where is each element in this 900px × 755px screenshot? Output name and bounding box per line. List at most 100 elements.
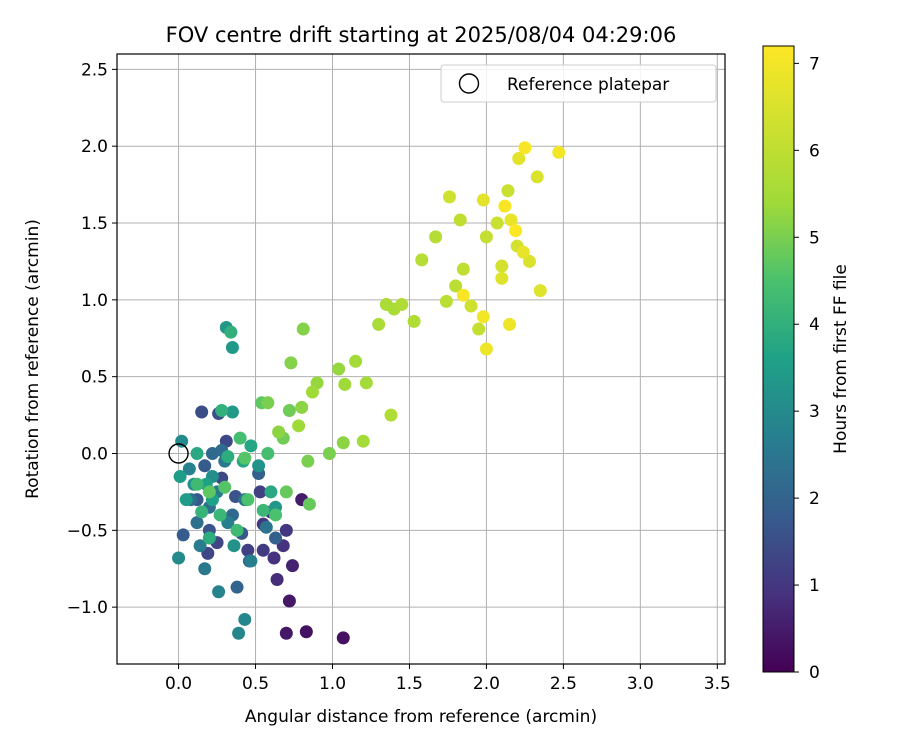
data-point: [384, 408, 398, 422]
data-point: [284, 356, 298, 370]
data-point: [518, 141, 532, 155]
x-tick-label: 3.5: [704, 674, 731, 694]
y-axis-label: Rotation from reference (arcmin): [23, 219, 43, 499]
y-tick-label: 2.5: [81, 60, 108, 80]
data-point: [172, 551, 186, 565]
data-point: [552, 145, 566, 159]
colorbar-tick-label: 2: [809, 489, 820, 509]
data-point: [349, 354, 363, 368]
data-point: [456, 288, 470, 302]
colorbar-ticks: 0 1 2 3 4 5 6 7: [794, 54, 820, 683]
data-point: [533, 284, 547, 298]
data-point: [336, 436, 350, 450]
data-points: [168, 141, 566, 645]
data-point: [213, 508, 227, 522]
x-axis-label: Angular distance from reference (arcmin): [245, 707, 597, 727]
data-point: [456, 262, 470, 276]
data-point: [299, 625, 313, 639]
x-tick-label: 2.5: [550, 674, 577, 694]
colorbar-tick-label: 7: [809, 54, 820, 74]
data-point: [241, 543, 255, 557]
data-point: [372, 317, 386, 331]
data-point: [256, 543, 270, 557]
data-point: [241, 493, 255, 507]
x-tick-label: 3.0: [627, 674, 654, 694]
y-tick-label: 1.5: [81, 214, 108, 234]
data-point: [429, 230, 443, 244]
data-point: [449, 279, 463, 293]
data-point: [173, 470, 187, 484]
data-point: [495, 271, 509, 285]
data-point: [176, 528, 190, 542]
data-point: [301, 454, 315, 468]
data-point: [338, 377, 352, 391]
data-point: [256, 503, 270, 517]
data-point: [193, 539, 207, 553]
data-point: [198, 562, 212, 576]
data-point: [479, 342, 493, 356]
x-tick-label: 1.0: [319, 674, 346, 694]
data-point: [227, 539, 241, 553]
data-point: [212, 585, 226, 599]
x-tick-label: 2.0: [473, 674, 500, 694]
reference-platepar-marker: [168, 443, 189, 464]
x-tick-label: 1.5: [396, 674, 423, 694]
data-point: [395, 297, 409, 311]
data-point: [279, 485, 293, 499]
data-point: [296, 322, 310, 336]
data-point: [272, 425, 286, 439]
data-point: [282, 594, 296, 608]
data-point: [490, 216, 504, 230]
data-point: [269, 508, 283, 522]
data-point: [512, 151, 526, 165]
data-point: [252, 459, 266, 473]
y-tick-label: −1.0: [67, 598, 108, 618]
data-point: [495, 259, 509, 273]
data-point: [261, 396, 275, 410]
data-point: [453, 213, 467, 227]
data-point: [230, 523, 244, 537]
data-point: [225, 340, 239, 354]
data-point: [498, 199, 512, 213]
data-point: [501, 184, 515, 198]
legend-box: [440, 64, 717, 103]
colorbar-tick-label: 6: [809, 141, 820, 161]
data-point: [439, 294, 453, 308]
y-tick-label: 0.5: [81, 368, 108, 388]
data-point: [253, 485, 267, 499]
legend-label-reference: Reference platepar: [507, 75, 669, 95]
data-point: [302, 497, 316, 511]
legend: Reference platepar: [440, 64, 717, 103]
data-point: [215, 403, 229, 417]
data-point: [195, 405, 209, 419]
data-point: [190, 446, 204, 460]
data-point: [479, 230, 493, 244]
data-point: [224, 325, 238, 339]
data-point: [282, 403, 296, 417]
data-point: [407, 314, 421, 328]
data-point: [267, 551, 281, 565]
data-point: [238, 612, 252, 626]
x-tick-label: 0.5: [242, 674, 269, 694]
data-point: [305, 385, 319, 399]
data-point: [336, 631, 350, 645]
data-point: [202, 531, 216, 545]
data-point: [530, 170, 544, 184]
data-point: [232, 626, 246, 640]
data-point: [218, 480, 232, 494]
data-point: [244, 554, 258, 568]
x-tick-label: 0.0: [165, 674, 192, 694]
data-point: [415, 253, 429, 267]
data-point: [190, 477, 204, 491]
data-point: [225, 405, 239, 419]
chart-title: FOV centre drift starting at 2025/08/04 …: [166, 23, 677, 47]
data-point: [221, 450, 235, 464]
data-point: [182, 462, 196, 476]
data-point: [285, 559, 299, 573]
data-point: [356, 434, 370, 448]
data-point: [264, 485, 278, 499]
data-point: [295, 400, 309, 414]
data-point: [175, 434, 189, 448]
colorbar: [762, 45, 795, 673]
